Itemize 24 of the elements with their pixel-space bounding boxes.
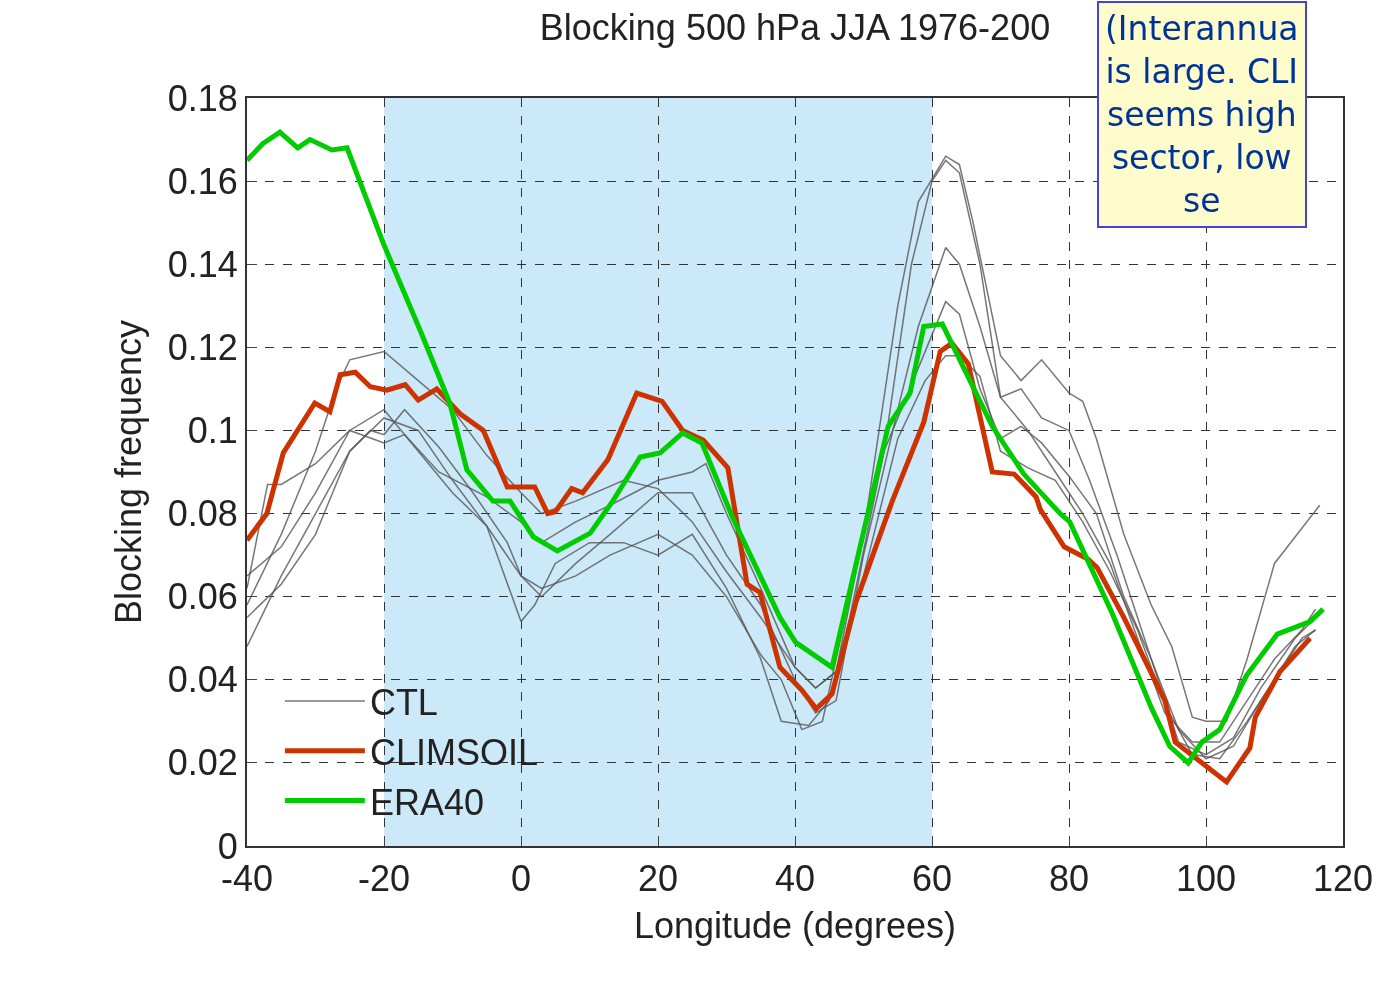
y-tick-label: 0.04 [167,659,238,701]
y-tick-label: 0.08 [167,493,238,535]
y-tick-label: 0.18 [167,77,238,119]
x-tick-label: 60 [911,858,953,900]
x-tick-label: 40 [774,858,816,900]
legend-label: CTL [369,681,438,723]
legend-label: CLIMSOIL [369,731,538,773]
y-axis-title: Blocking frequency [108,319,150,625]
y-tick-label: 0.12 [167,326,238,368]
x-tick-label: -20 [357,858,411,900]
x-tick-label: 0 [510,858,532,900]
y-tick-label: 0.14 [167,243,238,285]
y-tick-label: 0.06 [167,576,238,618]
x-tick-label: 20 [637,858,679,900]
chart-title: Blocking 500 hPa JJA 1976-200 [539,6,1051,48]
annotation: (Interannua is large. CLI seems high sector, low se [1105,9,1299,220]
y-tick-label: 0.02 [167,742,238,784]
x-axis-title: Longitude (degrees) [633,905,957,947]
x-tick-label: 100 [1175,858,1237,900]
x-tick-label: 80 [1048,858,1090,900]
legend-label: ERA40 [369,781,484,823]
y-tick-label: 0.1 [187,410,238,452]
y-tick-label: 0.16 [167,160,238,202]
x-tick-label: 120 [1312,858,1374,900]
